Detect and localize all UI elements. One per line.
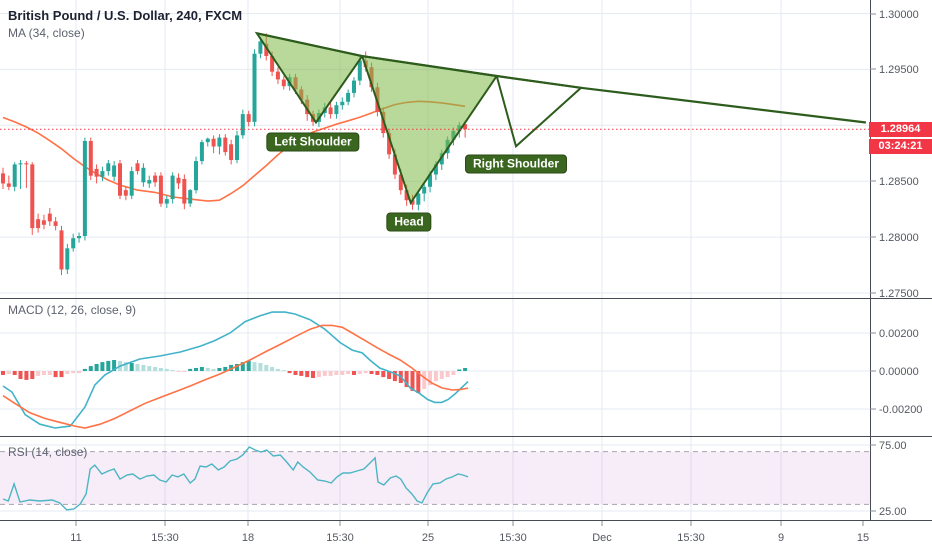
rsi-indicator-label[interactable]: RSI (14, close) <box>8 445 88 459</box>
axis-price-label: -0.00200 <box>879 404 922 416</box>
axis-price-label: 25.00 <box>879 506 907 518</box>
pane-separators <box>0 0 932 521</box>
axis-time-label: 15:30 <box>677 532 705 544</box>
left-shoulder-shape <box>254 31 364 125</box>
axis-price-label: 1.28000 <box>879 232 919 244</box>
axis-time-label: 15:30 <box>151 532 179 544</box>
time-axis[interactable]: 11 15:30 18 15:30 25 15:30 Dec 15:30 9 15 <box>70 521 869 544</box>
ma-indicator-label[interactable]: MA (34, close) <box>8 26 85 40</box>
rsi-band <box>0 451 870 505</box>
macd-line <box>2 311 469 429</box>
macd-signal-line <box>2 324 469 429</box>
axis-time-label: 15:30 <box>499 532 527 544</box>
axis-time-label: 15:30 <box>326 532 354 544</box>
left-shoulder-label[interactable]: Left Shoulder <box>266 132 360 152</box>
axis-price-label: 75.00 <box>879 440 907 452</box>
macd-histogram <box>1 360 468 393</box>
last-price-badge: 1.28964 <box>869 122 932 137</box>
axis-price-label: 1.27500 <box>879 288 919 300</box>
price-axis[interactable]: 1.30000 1.29500 1.28500 1.28000 1.27500 0.002… <box>870 9 922 518</box>
head-label[interactable]: Head <box>386 212 432 232</box>
axis-price-label: 1.29500 <box>879 64 919 76</box>
right-shoulder-label[interactable]: Right Shoulder <box>465 154 567 174</box>
axis-time-label: Dec <box>592 532 612 544</box>
axis-price-label: 1.30000 <box>879 9 919 21</box>
axis-price-label: 1.28500 <box>879 176 919 188</box>
bar-countdown-badge: 03:24:21 <box>869 139 932 154</box>
axis-time-label: 9 <box>778 532 784 544</box>
axis-time-label: 18 <box>242 532 254 544</box>
neckline <box>256 32 867 124</box>
axis-time-label: 15 <box>857 532 869 544</box>
rsi-line <box>2 446 469 511</box>
macd-indicator-label[interactable]: MACD (12, 26, close, 9) <box>8 303 137 317</box>
axis-price-label: 0.00000 <box>879 366 919 378</box>
axis-time-label: 25 <box>422 532 434 544</box>
symbol-title[interactable]: British Pound / U.S. Dollar, 240, FXCM <box>8 8 243 23</box>
axis-price-label: 0.00200 <box>879 328 919 340</box>
axis-time-label: 11 <box>70 532 81 544</box>
head-and-shoulders-drawing[interactable] <box>254 31 867 206</box>
